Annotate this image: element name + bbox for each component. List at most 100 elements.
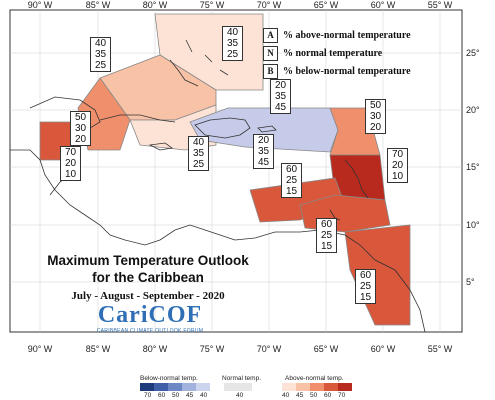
prob-above: 40 bbox=[226, 27, 239, 38]
prob-above: 40 bbox=[94, 38, 107, 49]
lon-label: 90° W bbox=[28, 0, 53, 10]
map-title: Maximum Temperature Outlook for the Cari… bbox=[18, 252, 278, 286]
prob-below: 20 bbox=[74, 134, 87, 145]
key-symbol: B bbox=[263, 63, 278, 79]
probability-box-south-caribbean: 60 25 15 bbox=[316, 218, 337, 253]
scale-value: 70 bbox=[144, 392, 152, 399]
prob-normal: 20 bbox=[64, 158, 77, 169]
prob-below: 10 bbox=[391, 171, 404, 182]
lon-label: 65° W bbox=[314, 344, 339, 354]
scale-normal-label: Normal temp. bbox=[222, 375, 262, 382]
scale-swatch bbox=[224, 383, 252, 391]
lat-label: 25° bbox=[466, 48, 480, 58]
latitude-labels-right: 25° 20° 15° 10° 5° bbox=[466, 48, 480, 287]
lon-label: 65° W bbox=[314, 0, 339, 10]
scale-above-label: Above-normal temp. bbox=[285, 375, 344, 382]
lon-label: 90° W bbox=[28, 344, 53, 354]
prob-above: 40 bbox=[192, 137, 205, 148]
prob-normal: 25 bbox=[320, 230, 333, 241]
scale-value: 60 bbox=[158, 392, 166, 399]
scale-value: 45 bbox=[186, 392, 194, 399]
lon-label: 60° W bbox=[371, 0, 396, 10]
scale-value: 40 bbox=[200, 392, 208, 399]
prob-normal: 35 bbox=[274, 91, 287, 102]
lon-label: 60° W bbox=[371, 344, 396, 354]
scale-swatch bbox=[154, 383, 168, 391]
key-symbol: N bbox=[263, 45, 278, 61]
prob-above: 50 bbox=[74, 112, 87, 123]
prob-below: 45 bbox=[257, 157, 270, 168]
logo-name: CariCOF bbox=[97, 302, 203, 328]
lon-label: 70° W bbox=[257, 0, 282, 10]
lon-label: 55° W bbox=[428, 0, 453, 10]
probability-box-yucatan: 50 30 20 bbox=[70, 111, 91, 146]
lat-label: 15° bbox=[466, 162, 480, 172]
scale-swatch bbox=[310, 383, 324, 391]
lat-label: 5° bbox=[466, 277, 475, 287]
prob-above: 20 bbox=[257, 135, 270, 146]
scale-swatch bbox=[296, 383, 310, 391]
prob-above: 70 bbox=[391, 149, 404, 160]
scale-below-label: Below-normal temp. bbox=[140, 375, 198, 382]
scale-swatch bbox=[196, 383, 210, 391]
probability-box-bahamas-west: 40 35 25 bbox=[90, 37, 111, 72]
probability-box-bahamas: 40 35 25 bbox=[222, 26, 243, 61]
prob-normal: 25 bbox=[359, 281, 372, 292]
prob-below: 20 bbox=[369, 122, 382, 133]
lat-label: 10° bbox=[466, 220, 480, 230]
longitude-labels-top: 90° W 85° W 80° W 75° W 70° W 65° W 60° … bbox=[28, 0, 453, 10]
map-title-line1: Maximum Temperature Outlook bbox=[47, 253, 249, 268]
lon-label: 75° W bbox=[200, 344, 225, 354]
scale-value: 50 bbox=[310, 392, 318, 399]
key-row-below: B % below-normal temperature bbox=[263, 62, 418, 80]
lat-label: 20° bbox=[466, 105, 480, 115]
prob-normal: 20 bbox=[391, 160, 404, 171]
prob-normal: 25 bbox=[285, 175, 298, 186]
lon-label: 85° W bbox=[86, 0, 111, 10]
scale-value: 45 bbox=[296, 392, 304, 399]
prob-below: 10 bbox=[64, 169, 77, 180]
key-row-normal: N % normal temperature bbox=[263, 44, 418, 62]
lon-label: 85° W bbox=[86, 344, 111, 354]
prob-normal: 35 bbox=[192, 148, 205, 159]
map-title-line2: for the Caribbean bbox=[92, 270, 204, 285]
scale-swatch bbox=[282, 383, 296, 391]
prob-above: 50 bbox=[369, 100, 382, 111]
probability-box-leeward-windward: 70 20 10 bbox=[387, 148, 408, 183]
scale-value: 70 bbox=[338, 392, 346, 399]
lon-label: 80° W bbox=[143, 0, 168, 10]
prob-below: 25 bbox=[192, 159, 205, 170]
scale-swatch bbox=[182, 383, 196, 391]
prob-below: 15 bbox=[359, 292, 372, 303]
key-label: % normal temperature bbox=[283, 47, 383, 59]
probability-box-northern-leewards: 50 30 20 bbox=[365, 99, 386, 134]
lon-label: 55° W bbox=[428, 344, 453, 354]
prob-above: 20 bbox=[274, 80, 287, 91]
prob-below: 25 bbox=[226, 49, 239, 60]
key-symbol: A bbox=[263, 27, 278, 43]
caricof-logo: CariCOF CARIBBEAN CLIMATE OUTLOOK FORUM bbox=[80, 302, 220, 334]
prob-above: 60 bbox=[320, 219, 333, 230]
scale-value: 40 bbox=[236, 392, 244, 399]
probability-box-hispaniola-bottom: 20 35 45 bbox=[253, 134, 274, 169]
key-row-above: A % above-normal temperature bbox=[263, 26, 418, 44]
probability-box-guianas: 60 25 15 bbox=[355, 269, 376, 304]
prob-normal: 30 bbox=[369, 111, 382, 122]
prob-below: 25 bbox=[94, 60, 107, 71]
scale-swatch bbox=[168, 383, 182, 391]
scale-swatch bbox=[140, 383, 154, 391]
probability-box-hispaniola-top: 20 35 45 bbox=[270, 79, 291, 114]
prob-below: 15 bbox=[285, 186, 298, 197]
probability-box-central-america: 70 20 10 bbox=[60, 146, 81, 181]
prob-below: 15 bbox=[320, 241, 333, 252]
prob-normal: 30 bbox=[74, 123, 87, 134]
scale-value: 40 bbox=[282, 392, 290, 399]
probability-box-caribbean-sea-south: 60 25 15 bbox=[281, 163, 302, 198]
map-subtitle: July - August - September - 2020 bbox=[71, 290, 225, 302]
prob-normal: 35 bbox=[226, 38, 239, 49]
scale-value: 60 bbox=[324, 392, 332, 399]
prob-above: 60 bbox=[359, 270, 372, 281]
longitude-labels-bottom: 90° W 85° W 80° W 75° W 70° W 65° W 60° … bbox=[28, 344, 453, 354]
scale-swatch bbox=[324, 383, 338, 391]
